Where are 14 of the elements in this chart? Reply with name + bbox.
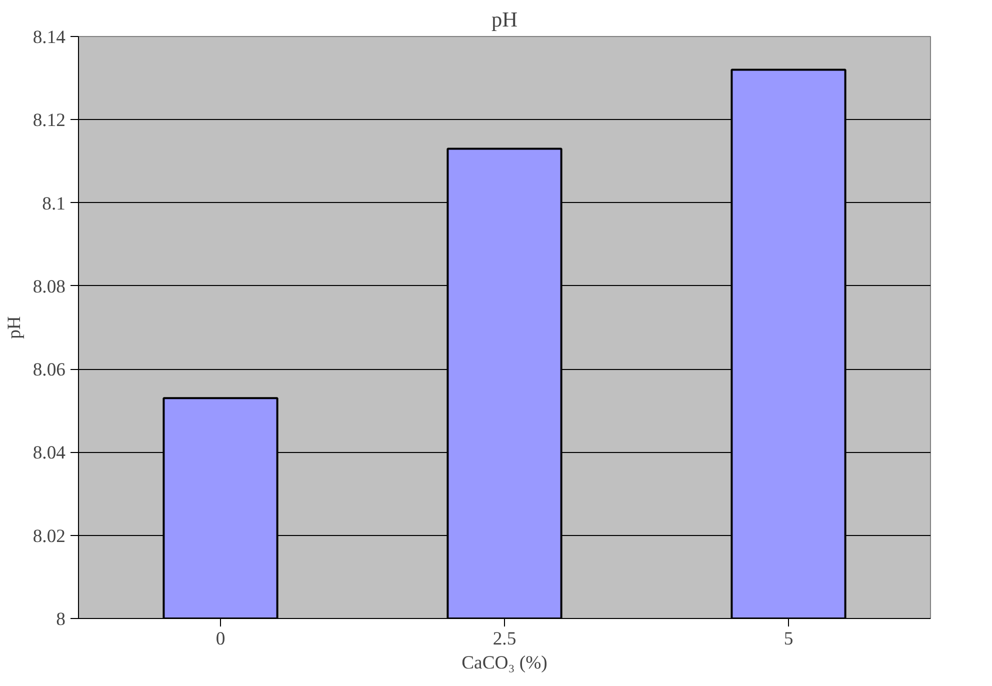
y-tick-label: 8.02 — [32, 526, 66, 547]
x-tick-label: 2.5 — [492, 628, 516, 650]
y-tick-label: 8.06 — [32, 360, 66, 381]
chart-title: pH — [491, 8, 518, 32]
y-axis-title: pH — [4, 316, 25, 339]
y-tick-label: 8.08 — [32, 276, 66, 298]
x-axis-title: CaCO₃ (%) — [462, 652, 548, 674]
y-tick-label: 8.12 — [32, 110, 66, 132]
x-tick-label: 5 — [784, 628, 794, 650]
y-tick-label: 8.14 — [32, 27, 66, 48]
y-tick-label: 8 — [56, 609, 66, 630]
x-tick-label: 0 — [216, 628, 226, 650]
y-tick-label: 8.04 — [32, 442, 66, 464]
y-tick-label: 8.1 — [42, 193, 66, 214]
